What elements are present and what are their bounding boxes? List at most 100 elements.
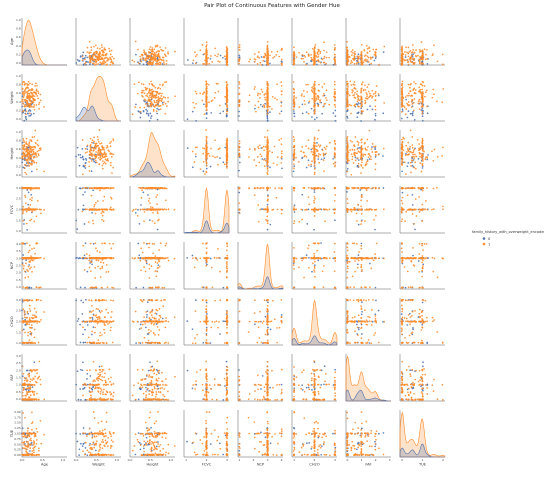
scatter-point-1 xyxy=(353,81,356,83)
scatter-point-1 xyxy=(264,208,266,210)
scatter-point-1 xyxy=(203,63,206,65)
scatter-point-0 xyxy=(293,165,296,168)
scatter-point-1 xyxy=(81,187,84,190)
scatter-point-1 xyxy=(29,204,32,206)
scatter-point-1 xyxy=(106,146,109,148)
scatter-point-1 xyxy=(297,161,300,163)
scatter-point-1 xyxy=(401,88,403,91)
scatter-point-0 xyxy=(346,167,349,170)
scatter-point-1 xyxy=(276,164,278,166)
scatter-point-1 xyxy=(34,145,36,148)
scatter-point-1 xyxy=(412,101,415,104)
scatter-point-1 xyxy=(27,105,30,108)
scatter-point-1 xyxy=(238,145,240,148)
scatter-point-1 xyxy=(319,144,322,147)
scatter-point-1 xyxy=(24,202,27,205)
scatter-point-0 xyxy=(76,146,79,149)
scatter-point-1 xyxy=(88,170,91,172)
scatter-point-1 xyxy=(369,94,372,97)
scatter-point-1 xyxy=(153,85,155,88)
scatter-point-0 xyxy=(161,63,164,65)
scatter-point-0 xyxy=(26,228,28,231)
scatter-point-1 xyxy=(22,110,25,112)
scatter-point-1 xyxy=(415,167,417,170)
scatter-point-1 xyxy=(304,103,306,106)
scatter-point-1 xyxy=(266,109,269,112)
scatter-point-1 xyxy=(360,139,362,141)
scatter-point-1 xyxy=(164,112,167,115)
scatter-point-1 xyxy=(28,103,31,105)
panel-weight-vs-ch2o xyxy=(291,74,337,122)
panel-fcvc-vs-fcvc xyxy=(183,186,230,234)
scatter-point-1 xyxy=(137,48,139,51)
scatter-point-1 xyxy=(412,49,415,51)
scatter-point-1 xyxy=(271,108,273,110)
scatter-point-1 xyxy=(210,147,212,150)
scatter-point-1 xyxy=(374,90,377,93)
scatter-point-1 xyxy=(35,82,37,85)
scatter-point-1 xyxy=(154,56,157,59)
scatter-point-1 xyxy=(39,208,41,211)
scatter-point-0 xyxy=(75,155,77,158)
scatter-point-1 xyxy=(374,168,377,171)
scatter-point-1 xyxy=(364,99,367,102)
scatter-point-1 xyxy=(131,210,134,212)
scatter-point-0 xyxy=(366,108,369,111)
scatter-point-1 xyxy=(311,47,314,50)
scatter-point-1 xyxy=(212,155,214,158)
scatter-point-1 xyxy=(195,92,198,95)
scatter-point-1 xyxy=(362,89,365,92)
panel-height-vs-tue xyxy=(399,129,445,178)
scatter-point-1 xyxy=(421,110,424,113)
scatter-point-1 xyxy=(109,142,111,144)
scatter-point-1 xyxy=(295,56,298,58)
scatter-point-1 xyxy=(360,141,363,144)
scatter-point-1 xyxy=(23,83,26,86)
scatter-point-1 xyxy=(313,196,316,198)
scatter-point-1 xyxy=(99,151,102,154)
scatter-point-1 xyxy=(409,129,412,132)
scatter-point-1 xyxy=(146,95,149,98)
scatter-point-0 xyxy=(27,203,29,206)
scatter-point-1 xyxy=(361,161,363,164)
scatter-point-1 xyxy=(111,172,113,174)
scatter-point-1 xyxy=(93,136,95,139)
scatter-point-0 xyxy=(406,116,409,119)
scatter-point-1 xyxy=(142,58,145,60)
scatter-point-1 xyxy=(142,83,145,86)
scatter-point-0 xyxy=(76,228,79,230)
scatter-point-1 xyxy=(263,56,266,59)
scatter-point-1 xyxy=(25,86,28,89)
scatter-point-1 xyxy=(356,55,359,58)
scatter-point-1 xyxy=(375,48,378,51)
scatter-point-1 xyxy=(418,62,421,65)
scatter-point-1 xyxy=(313,105,315,108)
scatter-point-1 xyxy=(409,50,412,52)
scatter-point-1 xyxy=(43,208,46,211)
scatter-point-1 xyxy=(104,61,107,64)
scatter-point-1 xyxy=(29,156,31,158)
scatter-point-1 xyxy=(419,56,422,59)
scatter-point-1 xyxy=(275,54,278,56)
scatter-point-1 xyxy=(311,187,314,190)
scatter-point-1 xyxy=(150,80,152,83)
scatter-point-0 xyxy=(254,107,256,110)
scatter-point-1 xyxy=(328,103,331,106)
kde-0-curve xyxy=(183,220,230,234)
scatter-point-1 xyxy=(360,164,362,166)
scatter-point-1 xyxy=(421,52,424,55)
scatter-point-0 xyxy=(238,161,241,164)
scatter-point-1 xyxy=(35,208,37,211)
scatter-point-1 xyxy=(147,186,149,189)
scatter-point-1 xyxy=(91,141,93,144)
scatter-point-0 xyxy=(187,59,189,61)
scatter-point-1 xyxy=(334,90,336,93)
scatter-point-1 xyxy=(300,150,302,153)
scatter-point-1 xyxy=(89,60,92,62)
scatter-point-1 xyxy=(364,54,367,57)
scatter-point-1 xyxy=(22,158,25,160)
panel-fcvc-vs-ch2o xyxy=(291,186,337,234)
scatter-point-1 xyxy=(28,93,31,95)
scatter-point-1 xyxy=(362,155,365,157)
scatter-point-1 xyxy=(412,151,415,154)
